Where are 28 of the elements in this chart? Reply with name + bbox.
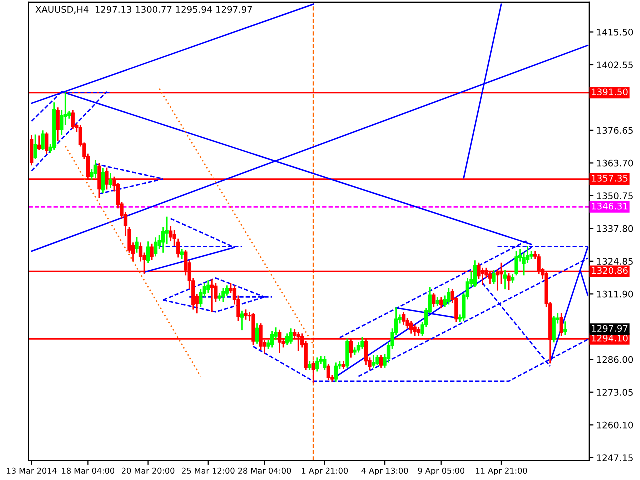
y-tick-label: 1402.55: [597, 62, 633, 69]
x-tick-label: 11 Apr 21:00: [476, 468, 528, 476]
ref-line-label: 1391.50: [592, 88, 628, 96]
x-tick-label: 1 Apr 21:00: [302, 468, 348, 476]
y-tick-label: 1415.50: [597, 28, 634, 36]
ref-line-label: 1346.31: [592, 202, 628, 210]
text: 1297.97: [592, 325, 628, 332]
x-tick-label: 4 Apr 13:00: [362, 468, 408, 476]
y-tick-label: 1324.85: [597, 258, 633, 265]
x-tick-label: 20 Mar 20:00: [122, 468, 175, 474]
x-tick-label: 28 Mar 04:00: [238, 468, 292, 474]
y-tick-label: 1273.05: [597, 389, 633, 396]
x-tick-label: 13 Mar 2014: [7, 468, 57, 474]
ref-line-label: 1357.35: [592, 175, 628, 182]
x-tick-label: 9 Apr 05:00: [418, 468, 465, 476]
x-tick-label: 25 Mar 12:00: [182, 468, 235, 474]
y-tick-label: 1376.65: [597, 127, 633, 134]
ref-line-label: 1320.86: [592, 267, 628, 274]
y-tick-label: 1286.00: [597, 356, 634, 364]
y-tick-label: 1311.90: [597, 290, 634, 298]
y-tick-label: 1260.10: [597, 422, 634, 429]
chart-title: XAUUSD,H4 1297.13 1300.77 1295.94 1297.97: [36, 6, 252, 14]
y-tick-label: 1363.70: [597, 160, 634, 167]
y-tick-label: 1350.75: [597, 192, 633, 200]
y-tick-label: 1247.15: [597, 454, 633, 462]
x-tick-label: 18 Mar 04:00: [62, 468, 115, 474]
y-tick-label: 1337.80: [597, 225, 634, 232]
ref-line-label: 1294.10: [592, 334, 628, 342]
